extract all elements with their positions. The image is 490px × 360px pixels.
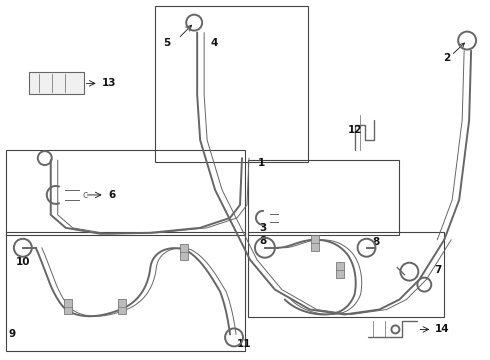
Text: 9: 9 (9, 329, 16, 339)
Text: 5: 5 (163, 37, 171, 48)
Text: 11: 11 (237, 339, 251, 349)
Text: 1: 1 (258, 158, 265, 168)
Text: 12: 12 (347, 125, 362, 135)
Bar (311, 235, 319, 251)
Bar (119, 298, 126, 315)
Text: 4: 4 (210, 37, 218, 48)
Text: 14: 14 (435, 324, 450, 334)
Text: 8: 8 (259, 236, 266, 246)
Text: 7: 7 (434, 265, 441, 275)
Text: c: c (83, 190, 88, 200)
Bar (248, 232, 444, 318)
Bar (336, 262, 343, 278)
Text: 8: 8 (372, 237, 380, 247)
Text: 6: 6 (108, 190, 116, 200)
Bar (180, 244, 188, 260)
Text: 10: 10 (16, 257, 30, 267)
FancyBboxPatch shape (29, 72, 84, 94)
Bar (6, 232, 245, 351)
Bar (64, 298, 72, 315)
Bar (155, 6, 308, 162)
Bar (248, 160, 399, 235)
Bar (6, 150, 245, 235)
Text: 13: 13 (101, 78, 116, 88)
Text: 3: 3 (259, 223, 266, 233)
Text: 2: 2 (443, 54, 450, 63)
